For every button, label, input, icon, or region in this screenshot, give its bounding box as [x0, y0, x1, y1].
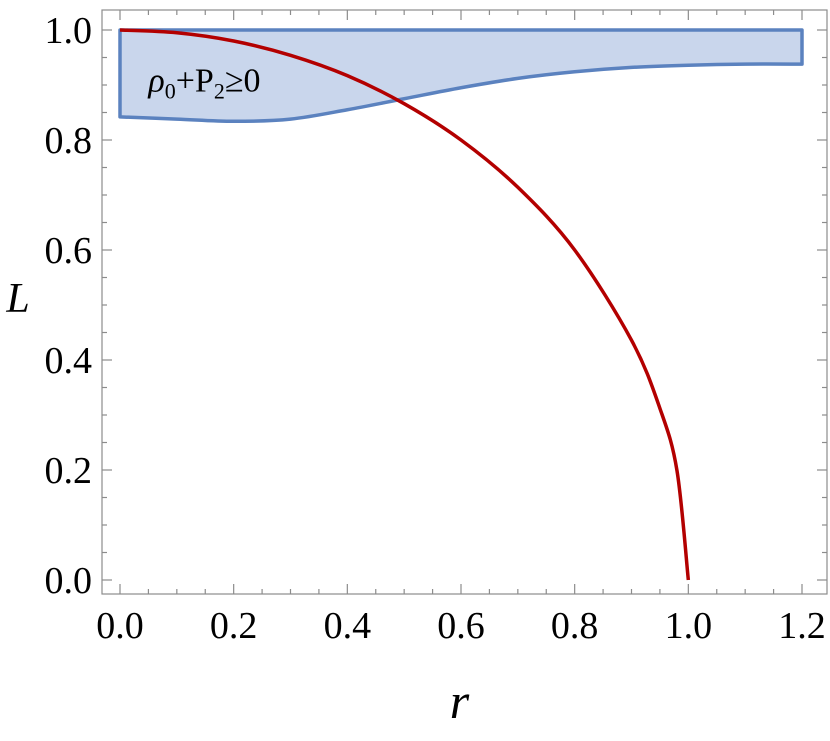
tick-labels-layer: 0.0 0.2 0.4 0.6 0.8 1.0 1.2 0.0 0.2 0.4 0.6 0.8 1.0 [45, 10, 826, 647]
annotation-prefix: ρ [147, 63, 164, 100]
y-axis-label: L [5, 276, 29, 322]
feasible-region-0 [118, 28, 804, 124]
x-tick-label: 0.8 [551, 605, 599, 647]
ticks-layer [102, 10, 827, 594]
x-tick-label: 0.0 [96, 605, 144, 647]
x-tick-label: 0.6 [437, 605, 485, 647]
y-tick-label: 0.6 [45, 230, 93, 272]
annotation-mid: +P [176, 63, 214, 100]
annotation-sub1: 0 [165, 79, 176, 104]
y-tick-label: 0.8 [45, 120, 93, 162]
boundary-curve-0 [119, 28, 691, 581]
region-annotation: ρ0+P2≥0 [147, 63, 260, 104]
x-tick-label: 1.0 [665, 605, 713, 647]
plot-frame [101, 9, 828, 595]
region-layer [118, 28, 804, 124]
x-axis-label: r [450, 673, 470, 729]
curve-layer [119, 28, 691, 581]
annotation-sub2: 2 [214, 79, 225, 104]
annotation-suffix: ≥0 [225, 63, 261, 100]
y-tick-label: 1.0 [45, 10, 93, 52]
x-tick-label: 0.4 [324, 605, 372, 647]
y-tick-label: 0.0 [45, 560, 93, 602]
x-tick-label: 0.2 [210, 605, 258, 647]
x-tick-label: 1.2 [778, 605, 826, 647]
y-tick-label: 0.2 [45, 450, 93, 492]
y-tick-label: 0.4 [45, 340, 93, 382]
